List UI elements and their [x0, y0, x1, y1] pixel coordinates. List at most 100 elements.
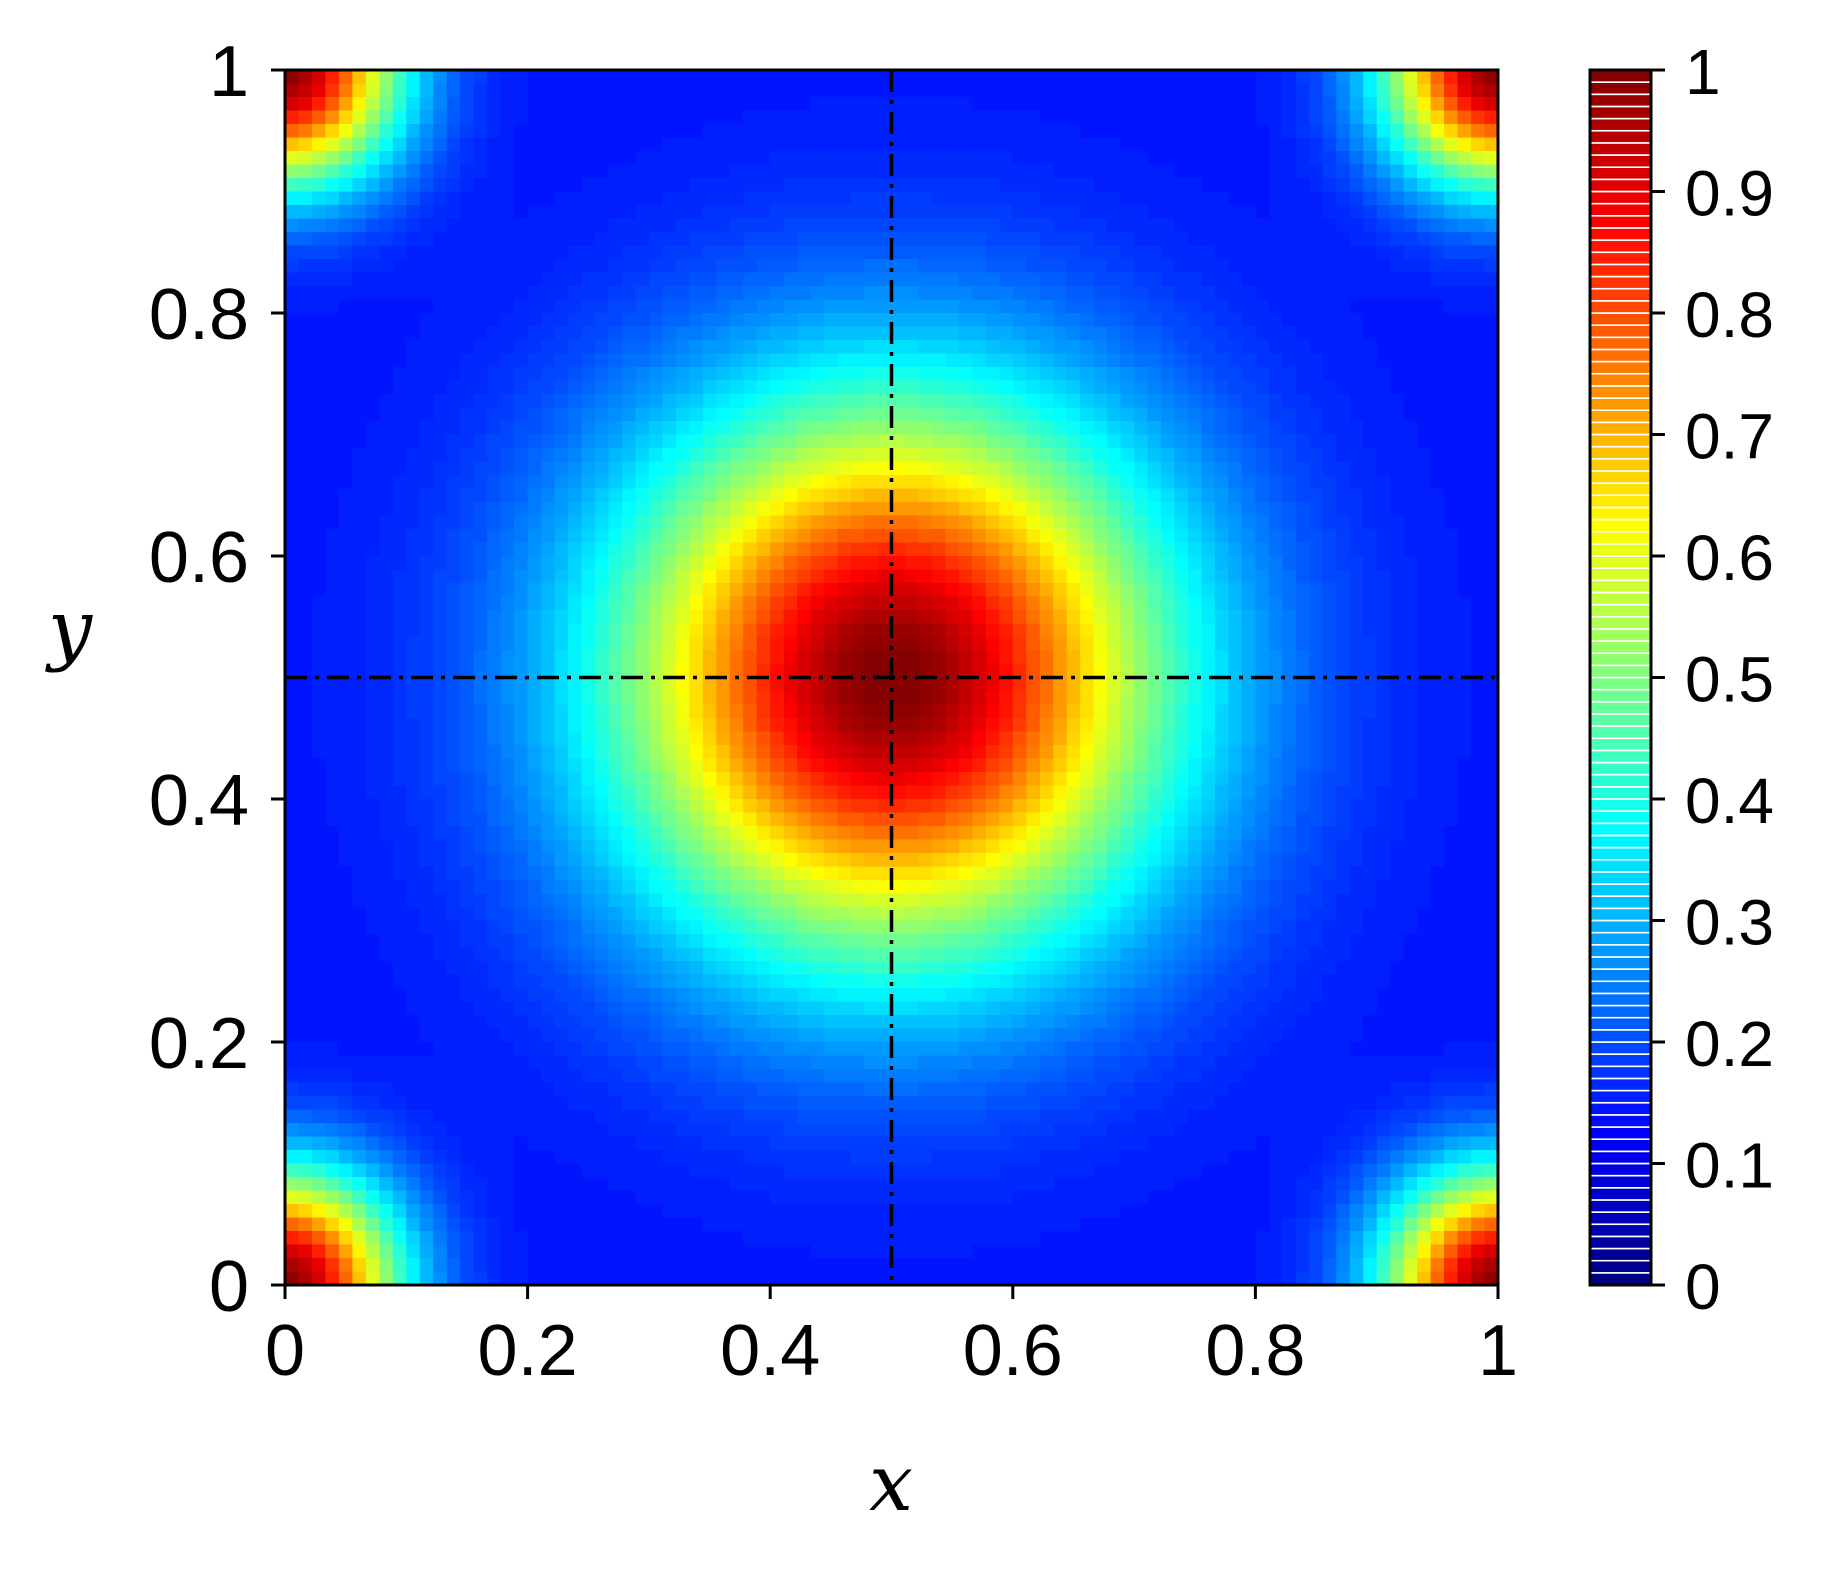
- field-cell: [945, 1136, 960, 1151]
- field-cell: [473, 880, 488, 895]
- field-cell: [527, 637, 542, 652]
- field-cell: [460, 70, 475, 85]
- field-cell: [783, 218, 798, 233]
- field-cell: [689, 259, 704, 274]
- field-cell: [837, 610, 852, 625]
- field-cell: [904, 313, 920, 328]
- field-cell: [325, 97, 340, 112]
- field-cell: [392, 704, 408, 719]
- field-cell: [958, 1150, 974, 1165]
- field-cell: [904, 772, 920, 787]
- field-cell: [648, 1015, 664, 1030]
- field-cell: [419, 677, 435, 692]
- field-cell: [743, 866, 758, 881]
- field-cell: [972, 1028, 987, 1043]
- field-cell: [985, 583, 1001, 598]
- field-cell: [311, 326, 327, 341]
- field-cell: [904, 448, 920, 463]
- field-cell: [460, 434, 475, 449]
- field-cell: [945, 1082, 960, 1097]
- field-cell: [878, 124, 893, 139]
- field-cell: [824, 556, 839, 571]
- field-cell: [581, 1150, 596, 1165]
- field-cell: [500, 1271, 515, 1285]
- field-cell: [864, 907, 879, 922]
- field-cell: [985, 1231, 1001, 1246]
- field-cell: [675, 839, 691, 854]
- field-cell: [985, 259, 1001, 274]
- field-cell: [648, 83, 664, 98]
- field-cell: [985, 205, 1001, 220]
- field-cell: [527, 677, 542, 692]
- field-cell: [918, 893, 933, 908]
- field-cell: [285, 839, 300, 854]
- field-cell: [446, 1123, 462, 1138]
- field-cell: [756, 299, 771, 314]
- field-cell: [406, 583, 421, 598]
- field-cell: [689, 1109, 704, 1124]
- field-cell: [891, 218, 906, 233]
- field-cell: [419, 664, 435, 679]
- field-cell: [716, 353, 731, 368]
- field-cell: [446, 434, 462, 449]
- field-cell: [514, 610, 529, 625]
- field-cell: [675, 1015, 691, 1030]
- field-cell: [621, 1271, 637, 1285]
- field-cell: [878, 664, 893, 679]
- field-cell: [514, 1231, 529, 1246]
- field-cell: [568, 218, 583, 233]
- field-cell: [824, 1096, 839, 1111]
- field-cell: [999, 718, 1014, 733]
- field-cell: [365, 677, 381, 692]
- field-cell: [581, 326, 596, 341]
- field-cell: [702, 731, 718, 746]
- field-cell: [904, 785, 920, 800]
- field-cell: [770, 1190, 785, 1205]
- field-cell: [824, 110, 839, 125]
- field-cell: [392, 569, 408, 584]
- field-cell: [985, 623, 1001, 638]
- field-cell: [689, 178, 704, 193]
- field-cell: [648, 110, 664, 125]
- field-cell: [702, 110, 718, 125]
- field-cell: [621, 259, 637, 274]
- field-cell: [904, 218, 920, 233]
- field-cell: [433, 461, 448, 476]
- field-cell: [648, 907, 664, 922]
- field-cell: [352, 880, 367, 895]
- field-cell: [729, 259, 745, 274]
- field-cell: [554, 380, 569, 395]
- field-cell: [958, 583, 974, 598]
- field-cell: [527, 1082, 542, 1097]
- field-cell: [972, 448, 987, 463]
- field-cell: [985, 272, 1001, 287]
- field-cell: [285, 718, 300, 733]
- field-cell: [770, 650, 785, 665]
- field-cell: [365, 637, 381, 652]
- field-cell: [460, 799, 475, 814]
- field-cell: [541, 421, 556, 436]
- field-cell: [527, 488, 542, 503]
- field-cell: [648, 191, 664, 206]
- field-cell: [931, 974, 947, 989]
- field-cell: [446, 880, 462, 895]
- field-cell: [298, 1150, 313, 1165]
- field-cell: [675, 866, 691, 881]
- field-cell: [514, 488, 529, 503]
- field-cell: [904, 691, 920, 706]
- field-cell: [783, 623, 798, 638]
- field-cell: [500, 475, 515, 490]
- field-cell: [1012, 70, 1028, 85]
- field-cell: [972, 83, 987, 98]
- field-cell: [473, 853, 488, 868]
- field-cell: [716, 380, 731, 395]
- field-cell: [635, 1190, 650, 1205]
- field-cell: [352, 745, 367, 760]
- field-cell: [756, 934, 771, 949]
- field-cell: [311, 394, 327, 409]
- field-cell: [918, 299, 933, 314]
- field-cell: [904, 1028, 920, 1043]
- field-cell: [729, 70, 745, 85]
- field-cell: [1012, 866, 1028, 881]
- field-cell: [999, 1015, 1014, 1030]
